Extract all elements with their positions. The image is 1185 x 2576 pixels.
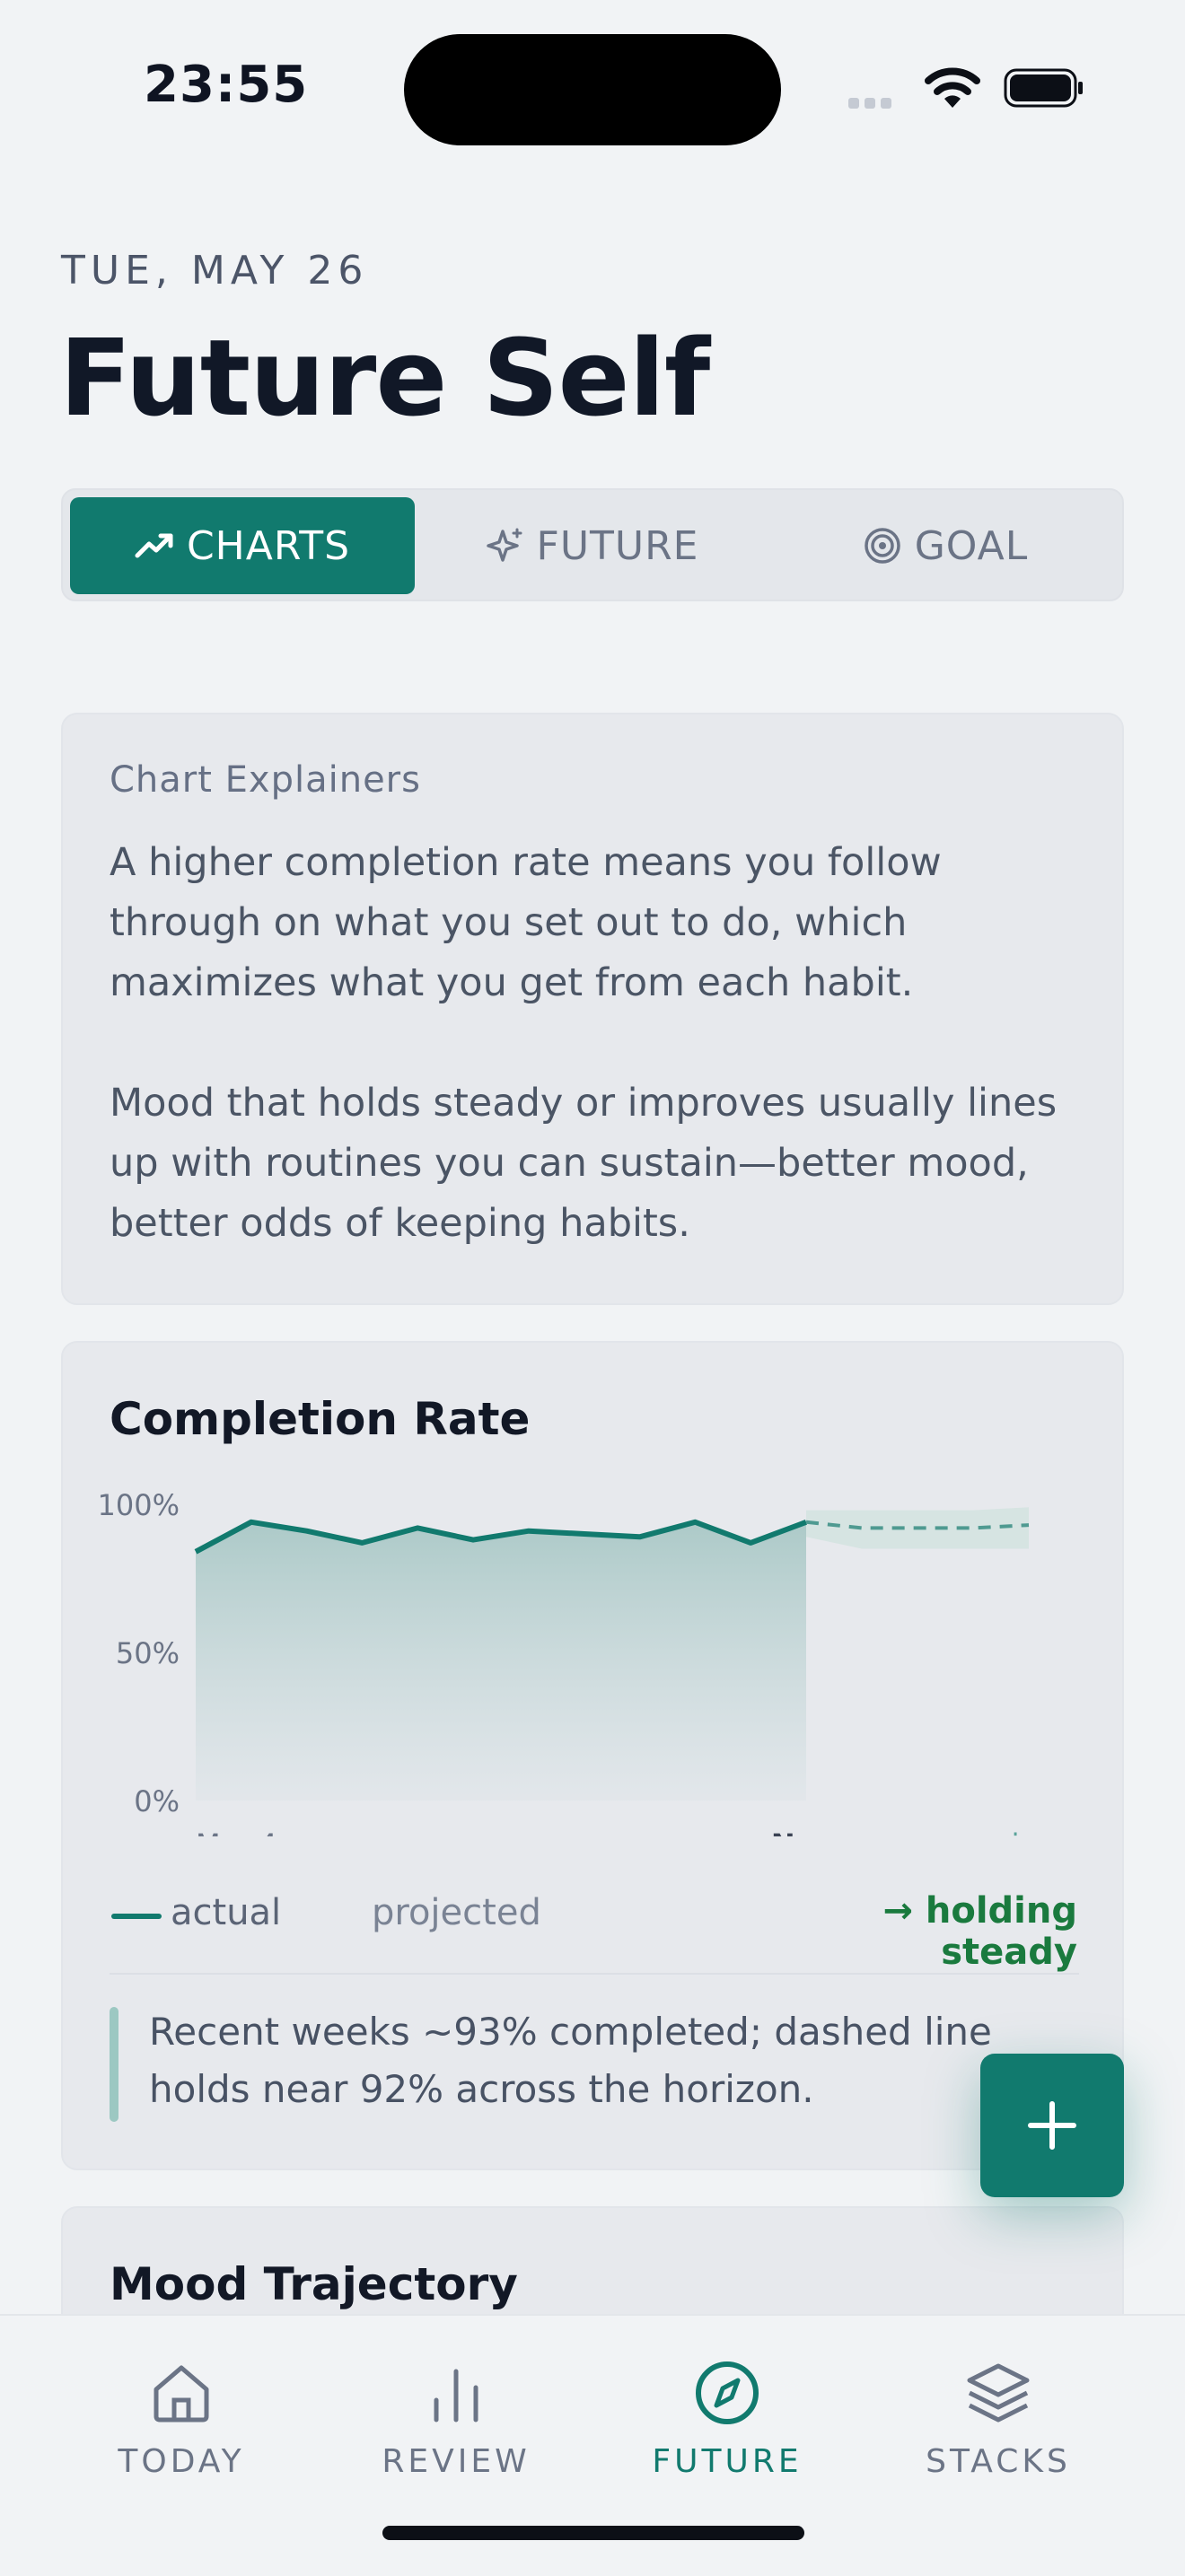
battery-icon [1004,68,1084,108]
tab-charts-label: CHARTS [186,522,351,569]
tab-stacks-label: STACKS [926,2443,1071,2480]
tab-review-label: REVIEW [382,2443,531,2480]
explainer-completion: A higher completion rate means you follo… [110,840,942,1005]
divider [110,1973,1079,1975]
tab-review[interactable]: REVIEW [321,2359,591,2480]
target-icon [864,528,900,564]
tab-stacks[interactable]: STACKS [864,2359,1133,2480]
mood-title: Mood Trajectory [110,2258,518,2310]
tab-goal-label: GOAL [914,522,1029,569]
home-icon [154,2365,209,2423]
sparkles-icon [486,528,522,562]
x-tick-label: proj. [964,1827,1028,1836]
tab-charts[interactable]: CHARTS [70,497,415,594]
trending-up-icon [135,533,173,558]
explainer-mood: Mood that holds steady or improves usual… [110,1081,1058,1246]
tab-future[interactable]: FUTURE [415,497,768,594]
legend-actual-label: actual [171,1892,282,1933]
x-tick-label: Mar 4 [196,1827,277,1836]
explainers-heading: Chart Explainers [110,759,421,801]
tab-goal[interactable]: GOAL [768,497,1122,594]
tab-future-nav-label: FUTURE [652,2443,803,2480]
actual-line [194,1519,808,1555]
actual-area [196,1521,806,1801]
wifi-icon [925,65,980,111]
compass-icon [696,2361,759,2424]
completion-chart: 100% 50% 0% Mar 4 Now proj. [98,1488,1030,1836]
trend-label: → holding steady [882,1890,1077,1973]
legend-projected-label: projected [372,1892,541,1933]
y-tick-label: 50% [116,1636,180,1670]
projected-line [805,1520,1030,1530]
page-title: Future Self [59,316,710,440]
layers-icon [967,2363,1030,2423]
completion-rate-card: Completion Rate 100%50%0% Mar 4Nowproj. … [61,1341,1124,2170]
plus-icon [1028,2101,1076,2150]
tab-today[interactable]: TODAY [47,2359,316,2480]
view-switcher: CHARTS FUTURE GOAL [61,488,1124,601]
tab-future-label: FUTURE [536,522,699,569]
completion-title: Completion Rate [110,1393,531,1445]
completion-note: Recent weeks ~93% completed; dashed line… [149,2010,992,2111]
y-tick-label: 0% [134,1784,180,1818]
note-accent-bar [110,2007,118,2122]
chart-explainers-card: Chart Explainers A higher completion rat… [61,713,1124,1305]
tab-today-label: TODAY [118,2443,245,2480]
home-indicator [382,2526,804,2540]
x-tick-label: Now [771,1827,841,1836]
legend-actual-swatch [111,1914,162,1919]
date-label: TUE, MAY 26 [61,248,369,294]
add-button[interactable] [980,2054,1124,2197]
bar-chart-icon [434,2369,478,2423]
y-tick-label: 100% [98,1488,180,1522]
tab-future-nav[interactable]: FUTURE [592,2359,862,2480]
signal-icon [848,95,911,109]
dynamic-island [404,34,781,145]
status-time: 23:55 [144,56,309,114]
